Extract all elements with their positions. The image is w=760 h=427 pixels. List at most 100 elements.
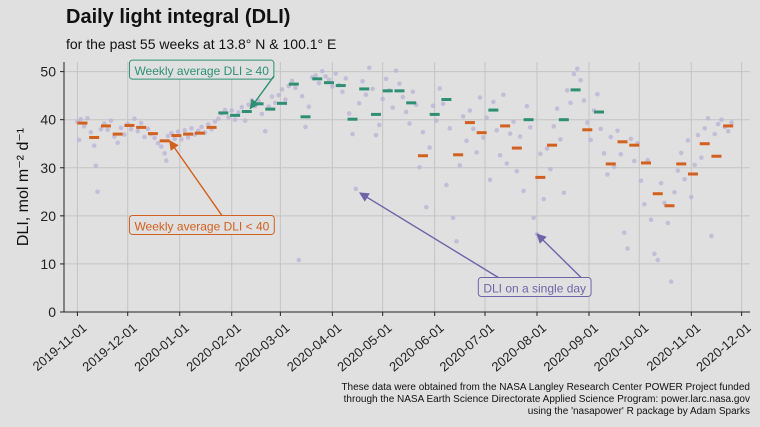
daily-point [91, 143, 97, 148]
daily-point [695, 132, 701, 138]
x-tick-label: 2020-08-01 [488, 320, 549, 374]
daily-point [269, 94, 275, 99]
daily-point [648, 217, 654, 222]
daily-point [467, 108, 473, 113]
annotation-arrow-daily [359, 192, 499, 279]
daily-point [702, 126, 708, 131]
daily-point [517, 134, 523, 139]
daily-point [115, 140, 120, 146]
daily-point [216, 116, 221, 122]
daily-point [138, 120, 144, 126]
daily-point [719, 117, 724, 122]
daily-point [571, 71, 577, 77]
daily-point [551, 124, 557, 129]
daily-point [484, 115, 489, 121]
daily-point [457, 163, 463, 168]
daily-point [444, 182, 449, 188]
daily-point [434, 118, 439, 123]
daily-point [128, 127, 134, 132]
daily-point [638, 178, 644, 184]
daily-point [242, 118, 248, 123]
daily-point [105, 127, 110, 133]
daily-point [259, 111, 265, 117]
daily-point [470, 126, 476, 132]
daily-point [118, 125, 124, 131]
daily-point [652, 251, 657, 257]
daily-point [393, 68, 399, 73]
y-tick-label: 40 [40, 112, 56, 128]
daily-point [548, 166, 553, 172]
caption-line-2: through the NASA Earth Science Directora… [343, 394, 750, 405]
y-tick-label: 30 [40, 160, 56, 176]
daily-point [668, 279, 674, 285]
daily-point [460, 114, 466, 119]
daily-point [162, 151, 167, 156]
daily-point [511, 119, 516, 124]
annotation-arrow-low [169, 140, 223, 216]
daily-point [531, 215, 536, 221]
daily-point [504, 161, 510, 166]
daily-point [182, 127, 188, 133]
daily-point [699, 155, 704, 160]
chart-subtitle: for the past 55 weeks at 13.8° N & 100.1… [66, 36, 337, 52]
daily-point [477, 95, 483, 100]
daily-point [709, 233, 714, 239]
daily-point [135, 128, 141, 134]
daily-point [605, 172, 610, 177]
daily-point [675, 168, 681, 173]
daily-point [249, 98, 255, 103]
daily-point [678, 150, 684, 156]
daily-point [581, 98, 587, 103]
daily-point [497, 152, 503, 158]
grid [64, 62, 750, 313]
daily-point [226, 114, 231, 120]
daily-point [621, 230, 627, 235]
daily-point [98, 127, 104, 132]
daily-point [558, 137, 563, 142]
daily-point [132, 116, 137, 122]
annotation-box-daily [477, 276, 592, 297]
x-tick-label: 2020-10-01 [591, 320, 652, 374]
daily-point [350, 131, 355, 137]
daily-point [725, 128, 731, 134]
daily-point [561, 190, 567, 196]
daily-point [588, 137, 593, 143]
daily-points [75, 65, 734, 285]
daily-point [427, 145, 432, 150]
x-tick-label: 2020-04-01 [284, 320, 345, 374]
daily-point [377, 122, 382, 128]
daily-point [78, 116, 84, 122]
daily-point [729, 120, 734, 125]
daily-point [447, 126, 453, 131]
daily-point [276, 92, 281, 98]
daily-point [514, 168, 520, 174]
daily-point [306, 104, 312, 110]
daily-point [326, 77, 332, 83]
daily-point [179, 137, 184, 142]
daily-point [410, 89, 416, 95]
daily-point [430, 103, 436, 109]
daily-point [293, 85, 298, 91]
daily-point [165, 133, 171, 139]
daily-point [390, 105, 396, 110]
daily-point [164, 158, 169, 163]
daily-point [93, 163, 99, 169]
annotation-arrow-daily [536, 233, 582, 278]
daily-point [682, 177, 687, 182]
caption-line-3: using the 'nasapower' R package by Adam … [527, 406, 750, 417]
y-tick-label: 50 [40, 64, 56, 80]
daily-point [363, 92, 369, 97]
x-tick-label: 2020-09-01 [540, 320, 601, 374]
daily-point [236, 110, 241, 115]
daily-point [333, 71, 339, 76]
daily-point [323, 74, 328, 79]
daily-point [185, 135, 191, 140]
daily-point [715, 121, 721, 127]
daily-point [373, 132, 379, 138]
daily-point [316, 80, 322, 86]
daily-point [524, 103, 530, 109]
annotation-box-low [128, 214, 275, 235]
annotation-label-low: Weekly average DLI < 40 [134, 219, 269, 233]
daily-point [296, 257, 302, 263]
